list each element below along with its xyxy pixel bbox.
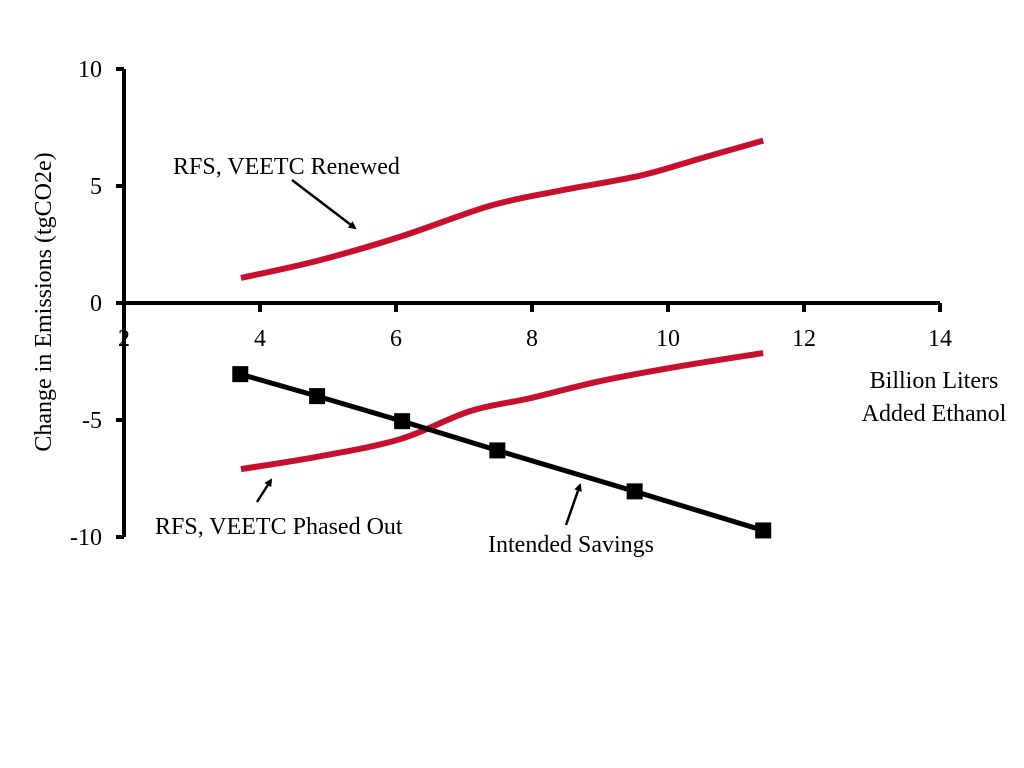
- y-tick-label: 0: [90, 291, 102, 317]
- series-group: [232, 137, 772, 539]
- x-tick-label: 12: [792, 326, 816, 352]
- x-tick-label: 14: [928, 326, 952, 352]
- annotation-renewed-arrow: [291, 179, 357, 230]
- x-tick-label: 8: [526, 326, 538, 352]
- data-point-square: [755, 522, 772, 539]
- y-tick-label: 5: [90, 174, 102, 200]
- x-tick-label: 4: [254, 326, 266, 352]
- annotation-intended-savings: Intended Savings: [488, 532, 654, 558]
- data-point-square: [489, 442, 506, 459]
- annotation-phased-out-arrow: [255, 478, 273, 503]
- data-point-square: [232, 366, 249, 383]
- series-intended-savings-line: [239, 371, 764, 533]
- annotation-phased-out: RFS, VEETC Phased Out: [155, 514, 403, 540]
- x-tick-label: 2: [118, 326, 130, 352]
- data-point-square: [626, 483, 643, 500]
- annotation-renewed: RFS, VEETC Renewed: [173, 154, 400, 180]
- y-tick-label: -10: [70, 525, 102, 551]
- x-tick-label: 10: [656, 326, 680, 352]
- x-axis-label-line-2: Added Ethanol: [862, 401, 1007, 427]
- series-phased-out-line: [240, 350, 764, 473]
- data-point-square: [394, 413, 411, 430]
- y-tick-label: 10: [78, 57, 102, 83]
- y-axis-label: Change in Emissions (tgCO2e): [31, 152, 57, 451]
- y-tick-label: -5: [82, 408, 102, 434]
- tick-labels: 10 5 0 -5 -10 2 4 6 8 10 12 14: [70, 57, 952, 551]
- x-tick-label: 6: [390, 326, 402, 352]
- annotation-intended-savings-arrow: [564, 483, 582, 526]
- series-renewed-line: [240, 137, 765, 281]
- axes: [116, 67, 942, 539]
- data-point-square: [309, 388, 326, 405]
- x-axis-label-line-1: Billion Liters: [870, 368, 999, 394]
